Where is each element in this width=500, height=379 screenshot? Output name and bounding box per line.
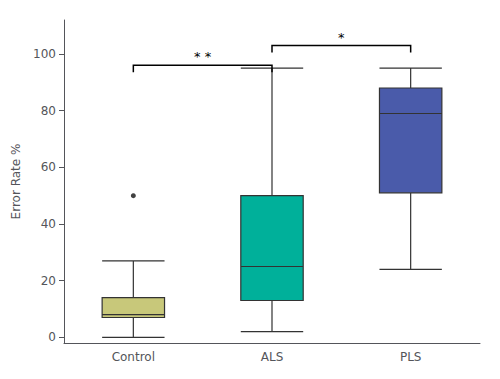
- svg-text:ALS: ALS: [261, 350, 284, 364]
- svg-text:Error Rate %: Error Rate %: [9, 144, 23, 220]
- svg-text:* *: * *: [194, 49, 212, 64]
- svg-text:80: 80: [41, 104, 56, 118]
- svg-text:Control: Control: [112, 350, 155, 364]
- svg-text:60: 60: [41, 160, 56, 174]
- svg-text:20: 20: [41, 274, 56, 288]
- svg-text:0: 0: [48, 330, 56, 344]
- svg-text:100: 100: [33, 47, 56, 61]
- svg-text:PLS: PLS: [400, 350, 422, 364]
- svg-text:*: *: [338, 30, 345, 45]
- svg-text:40: 40: [41, 217, 56, 231]
